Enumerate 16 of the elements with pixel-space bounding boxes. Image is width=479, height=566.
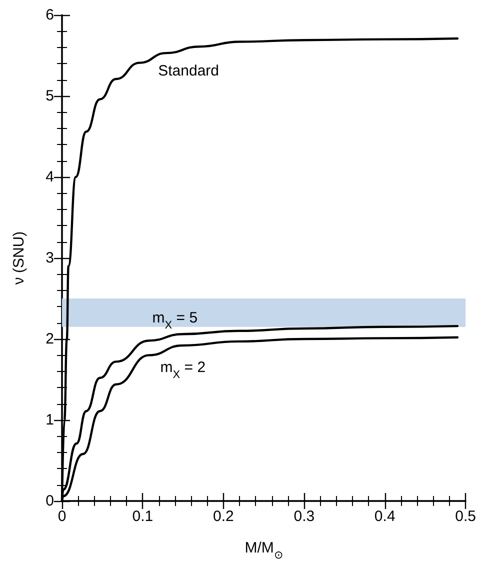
x-axis-title: M/M⊙: [244, 540, 283, 562]
x-tick-label: 0.5: [455, 508, 476, 525]
y-tick-label: 1: [46, 412, 54, 428]
y-tick-label: 0: [46, 492, 54, 510]
x-tick-label: 0: [58, 508, 66, 525]
x-tick-label: 0.2: [213, 508, 234, 525]
y-axis-title: ν (SNU): [10, 231, 28, 285]
x-tick-label: 0.3: [294, 508, 315, 525]
series-label: Standard: [158, 62, 220, 80]
x-tick-label: 0.1: [132, 508, 154, 525]
y-tick-label: 3: [46, 250, 54, 266]
y-tick-label: 5: [46, 88, 54, 104]
y-tick-label: 2: [46, 330, 54, 348]
x-tick-label: 0.4: [374, 508, 396, 525]
y-tick-label: 6: [46, 6, 54, 24]
y-tick-label: 4: [46, 168, 54, 186]
